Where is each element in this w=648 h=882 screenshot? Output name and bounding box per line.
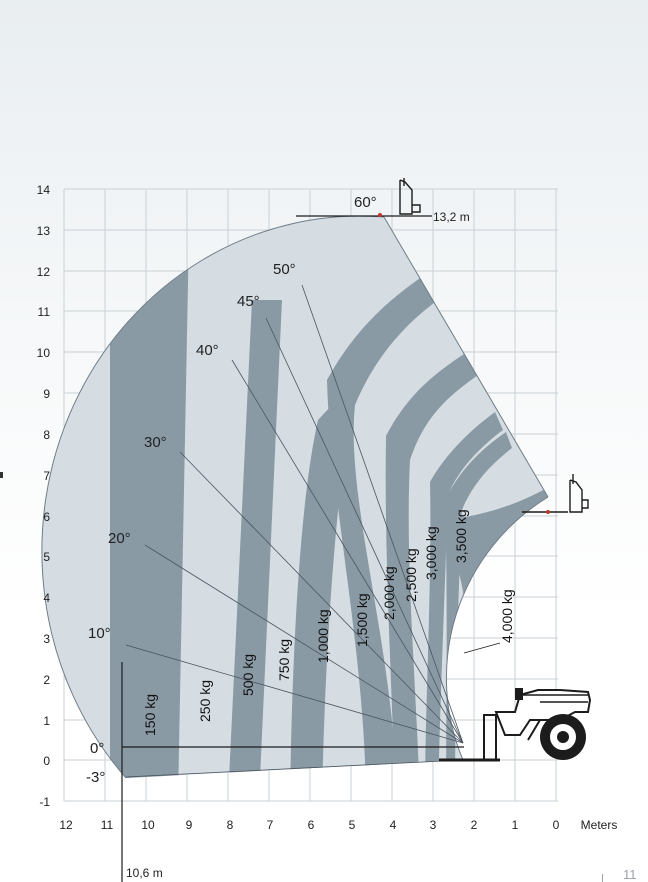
x-tick-3: 3 xyxy=(430,818,437,832)
x-tick-0: 0 xyxy=(553,818,560,832)
load-4000kg: 4,000 kg xyxy=(499,589,515,643)
load-2000kg: 2,000 kg xyxy=(381,566,397,620)
y-tick-3: 3 xyxy=(43,632,50,646)
y-tick-5: 5 xyxy=(43,550,50,564)
zone-150kg xyxy=(110,216,190,779)
angle-30: 30° xyxy=(144,434,167,451)
y-tick-2: 2 xyxy=(43,673,50,687)
angle-60: 60° xyxy=(354,194,377,211)
fork-at-mid-reach xyxy=(522,474,589,514)
x-tick-7: 7 xyxy=(267,818,274,832)
load-3500kg: 3,500 kg xyxy=(453,509,469,563)
load-1500kg: 1,500 kg xyxy=(354,593,370,647)
boom-angle-lines xyxy=(125,284,464,778)
zone-2500kg xyxy=(425,412,503,779)
x-tick-4: 4 xyxy=(390,818,397,832)
load-labels: 150 kg 250 kg 500 kg 750 kg 1,000 kg 1,5… xyxy=(142,509,515,736)
angle-minus3: -3° xyxy=(86,769,105,786)
telehandler-machine xyxy=(439,688,592,762)
angle-45: 45° xyxy=(237,293,260,310)
x-tick-2: 2 xyxy=(471,818,478,832)
y-tick-12: 12 xyxy=(37,265,51,279)
y-tick-8: 8 xyxy=(43,428,50,442)
angle-50: 50° xyxy=(273,261,296,278)
load-500kg: 500 kg xyxy=(240,654,256,696)
angle-20: 20° xyxy=(108,530,131,547)
x-tick-8: 8 xyxy=(227,818,234,832)
x-tick-10: 10 xyxy=(141,818,155,832)
y-tick-0: 0 xyxy=(43,754,50,768)
page-number-divider xyxy=(602,874,603,882)
x-tick-1: 1 xyxy=(512,818,519,832)
load-150kg: 150 kg xyxy=(142,694,158,736)
side-marker xyxy=(0,472,3,478)
load-750kg: 750 kg xyxy=(276,639,292,681)
y-tick-7: 7 xyxy=(43,469,50,483)
working-envelope-outline xyxy=(41,215,549,779)
y-tick-14: 14 xyxy=(37,183,51,197)
max-reach-label: 10,6 m xyxy=(126,866,163,880)
load-3000kg: 3,000 kg xyxy=(423,526,439,580)
x-tick-5: 5 xyxy=(349,818,356,832)
load-4000kg-leader xyxy=(463,642,501,654)
x-axis-labels: 12 11 10 9 8 7 6 5 4 3 2 1 0 Meters xyxy=(59,818,617,832)
x-tick-12: 12 xyxy=(59,818,73,832)
x-tick-9: 9 xyxy=(186,818,193,832)
angle-10: 10° xyxy=(88,625,111,642)
y-tick-13: 13 xyxy=(37,224,51,238)
fork-at-max-height xyxy=(378,178,421,217)
x-tick-11: 11 xyxy=(101,818,114,832)
page-number: 11 xyxy=(623,867,637,882)
y-tick-4: 4 xyxy=(43,591,50,605)
x-tick-6: 6 xyxy=(308,818,315,832)
y-tick-minus1: -1 xyxy=(39,795,50,809)
y-tick-11: 11 xyxy=(38,305,51,319)
load-2500kg: 2,500 kg xyxy=(403,548,419,602)
y-tick-6: 6 xyxy=(43,510,50,524)
max-height-label: 13,2 m xyxy=(433,210,470,224)
angle-40: 40° xyxy=(196,342,219,359)
y-tick-1: 1 xyxy=(43,714,50,728)
zone-1500kg xyxy=(327,258,460,779)
y-axis-labels: 14 13 12 11 10 9 8 7 6 5 4 3 2 1 0 -1 xyxy=(37,183,51,809)
angle-0: 0° xyxy=(90,740,104,757)
angle-labels: 60° 50° 45° 40° 30° 20° 10° 0° -3° xyxy=(86,194,377,786)
load-250kg: 250 kg xyxy=(197,680,213,722)
x-axis-unit: Meters xyxy=(581,818,618,832)
y-tick-9: 9 xyxy=(43,387,50,401)
zone-500kg xyxy=(228,300,282,779)
y-tick-10: 10 xyxy=(37,346,51,360)
load-1000kg: 1,000 kg xyxy=(315,609,331,663)
